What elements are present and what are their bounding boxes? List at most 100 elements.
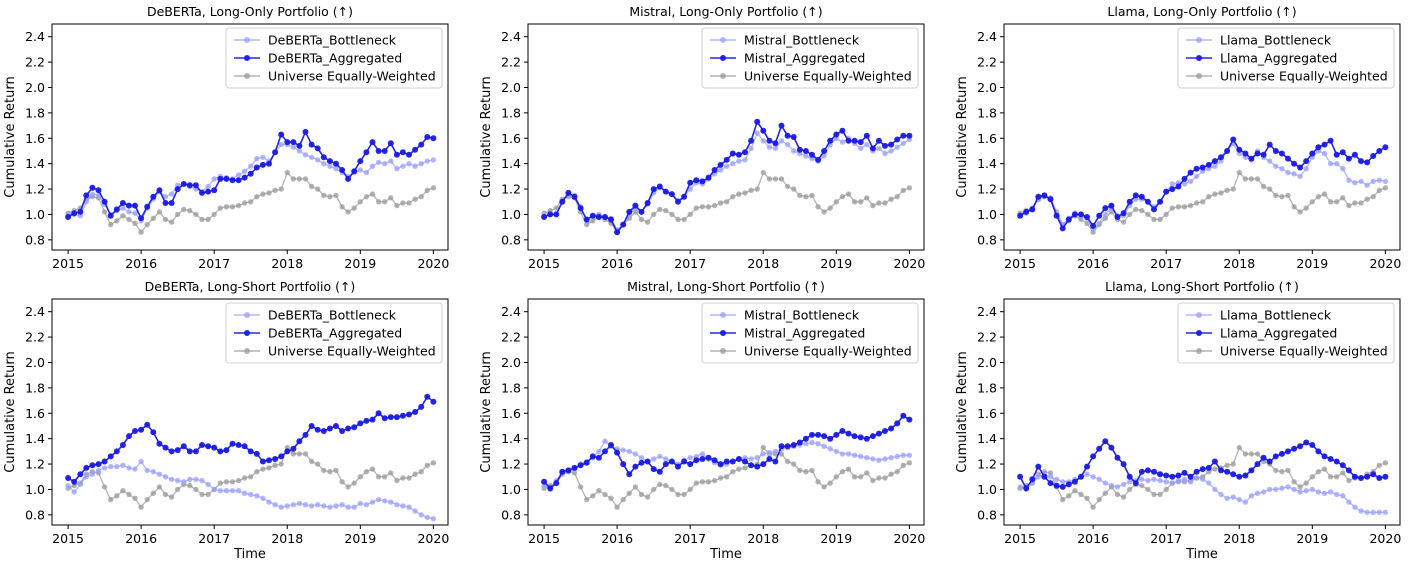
- data-point: [858, 453, 864, 460]
- data-point: [71, 489, 77, 495]
- data-point: [1017, 212, 1024, 219]
- data-point: [1236, 444, 1243, 451]
- data-point: [790, 442, 797, 448]
- data-point: [272, 149, 279, 156]
- data-point: [711, 167, 718, 173]
- series-aggregated: [65, 393, 437, 485]
- data-point: [894, 144, 900, 150]
- data-point: [693, 177, 700, 184]
- data-point: [168, 476, 175, 482]
- data-point: [1291, 204, 1297, 210]
- data-point: [418, 194, 424, 200]
- data-point: [1309, 474, 1316, 480]
- data-point: [248, 491, 254, 498]
- y-tick-label: 2.4: [977, 304, 997, 319]
- data-point: [742, 465, 748, 471]
- y-tick-label: 1.8: [25, 105, 45, 120]
- data-point: [1181, 469, 1188, 476]
- data-point: [717, 200, 724, 206]
- data-point: [1096, 496, 1102, 503]
- data-point: [1224, 148, 1231, 154]
- y-tick-label: 1.0: [501, 207, 521, 222]
- legend-swatch-marker: [720, 73, 726, 79]
- x-tick-label: 2016: [601, 256, 633, 271]
- data-point: [681, 491, 687, 498]
- y-tick-label: 1.6: [977, 131, 997, 146]
- data-point: [235, 177, 242, 184]
- data-point: [1334, 161, 1340, 167]
- data-point: [1315, 469, 1322, 475]
- data-point: [717, 167, 724, 173]
- data-point: [766, 144, 773, 150]
- data-point: [296, 438, 303, 445]
- data-point: [620, 447, 626, 453]
- data-point: [327, 163, 333, 169]
- data-point: [1035, 474, 1042, 480]
- data-point: [351, 504, 357, 510]
- data-point: [1066, 493, 1072, 499]
- data-point: [1175, 183, 1182, 190]
- data-point: [590, 218, 596, 224]
- data-point: [1157, 471, 1164, 478]
- y-tick-label: 2.2: [25, 330, 45, 345]
- data-point: [375, 159, 382, 166]
- data-point: [302, 152, 309, 158]
- data-point: [308, 183, 315, 190]
- data-point: [369, 416, 376, 423]
- x-tick-label: 2015: [1004, 256, 1036, 271]
- data-point: [399, 149, 406, 156]
- data-point: [314, 426, 321, 433]
- data-point: [1248, 176, 1255, 182]
- data-point: [168, 219, 175, 225]
- data-point: [65, 482, 71, 489]
- data-point: [1144, 198, 1151, 205]
- data-point: [132, 202, 138, 209]
- y-axis-label: Cumulative Return: [479, 76, 494, 197]
- data-point: [235, 442, 242, 448]
- data-point: [632, 451, 639, 457]
- data-point: [333, 423, 339, 429]
- data-point: [827, 435, 834, 442]
- data-point: [388, 195, 394, 201]
- data-point: [638, 455, 645, 461]
- data-point: [1272, 453, 1279, 460]
- data-point: [333, 192, 339, 199]
- data-point: [302, 451, 309, 457]
- data-point: [1297, 443, 1304, 450]
- data-point: [815, 479, 821, 485]
- data-point: [235, 202, 242, 209]
- x-axis-label: Time: [1185, 547, 1218, 562]
- y-tick-label: 2.2: [977, 55, 997, 70]
- data-point: [278, 131, 285, 138]
- data-point: [620, 221, 627, 228]
- data-point: [1078, 216, 1084, 223]
- data-point: [553, 480, 560, 487]
- data-point: [168, 191, 175, 197]
- legend-label: DeBERTa_Aggregated: [268, 51, 402, 66]
- y-tick-label: 1.8: [25, 380, 45, 395]
- data-point: [784, 458, 791, 465]
- data-point: [1163, 211, 1169, 218]
- data-point: [638, 459, 645, 466]
- x-tick-label: 2019: [820, 256, 852, 271]
- data-point: [95, 187, 102, 194]
- data-point: [1041, 473, 1048, 480]
- data-point: [424, 134, 431, 140]
- data-point: [717, 461, 724, 468]
- x-tick-label: 2017: [198, 256, 230, 271]
- data-point: [796, 146, 803, 153]
- data-point: [71, 210, 78, 217]
- data-point: [162, 216, 169, 223]
- data-point: [1303, 439, 1310, 446]
- data-point: [1017, 473, 1024, 480]
- chart-panel: Mistral, Long-Only Portfolio (↑) 0.8 1.0 1.…: [479, 4, 925, 271]
- data-point: [577, 484, 584, 490]
- data-point: [326, 158, 333, 165]
- data-point: [736, 191, 742, 197]
- data-point: [1126, 198, 1133, 205]
- data-point: [223, 175, 230, 182]
- data-point: [89, 471, 96, 477]
- data-point: [254, 493, 260, 499]
- data-point: [1358, 158, 1364, 165]
- data-point: [675, 216, 681, 223]
